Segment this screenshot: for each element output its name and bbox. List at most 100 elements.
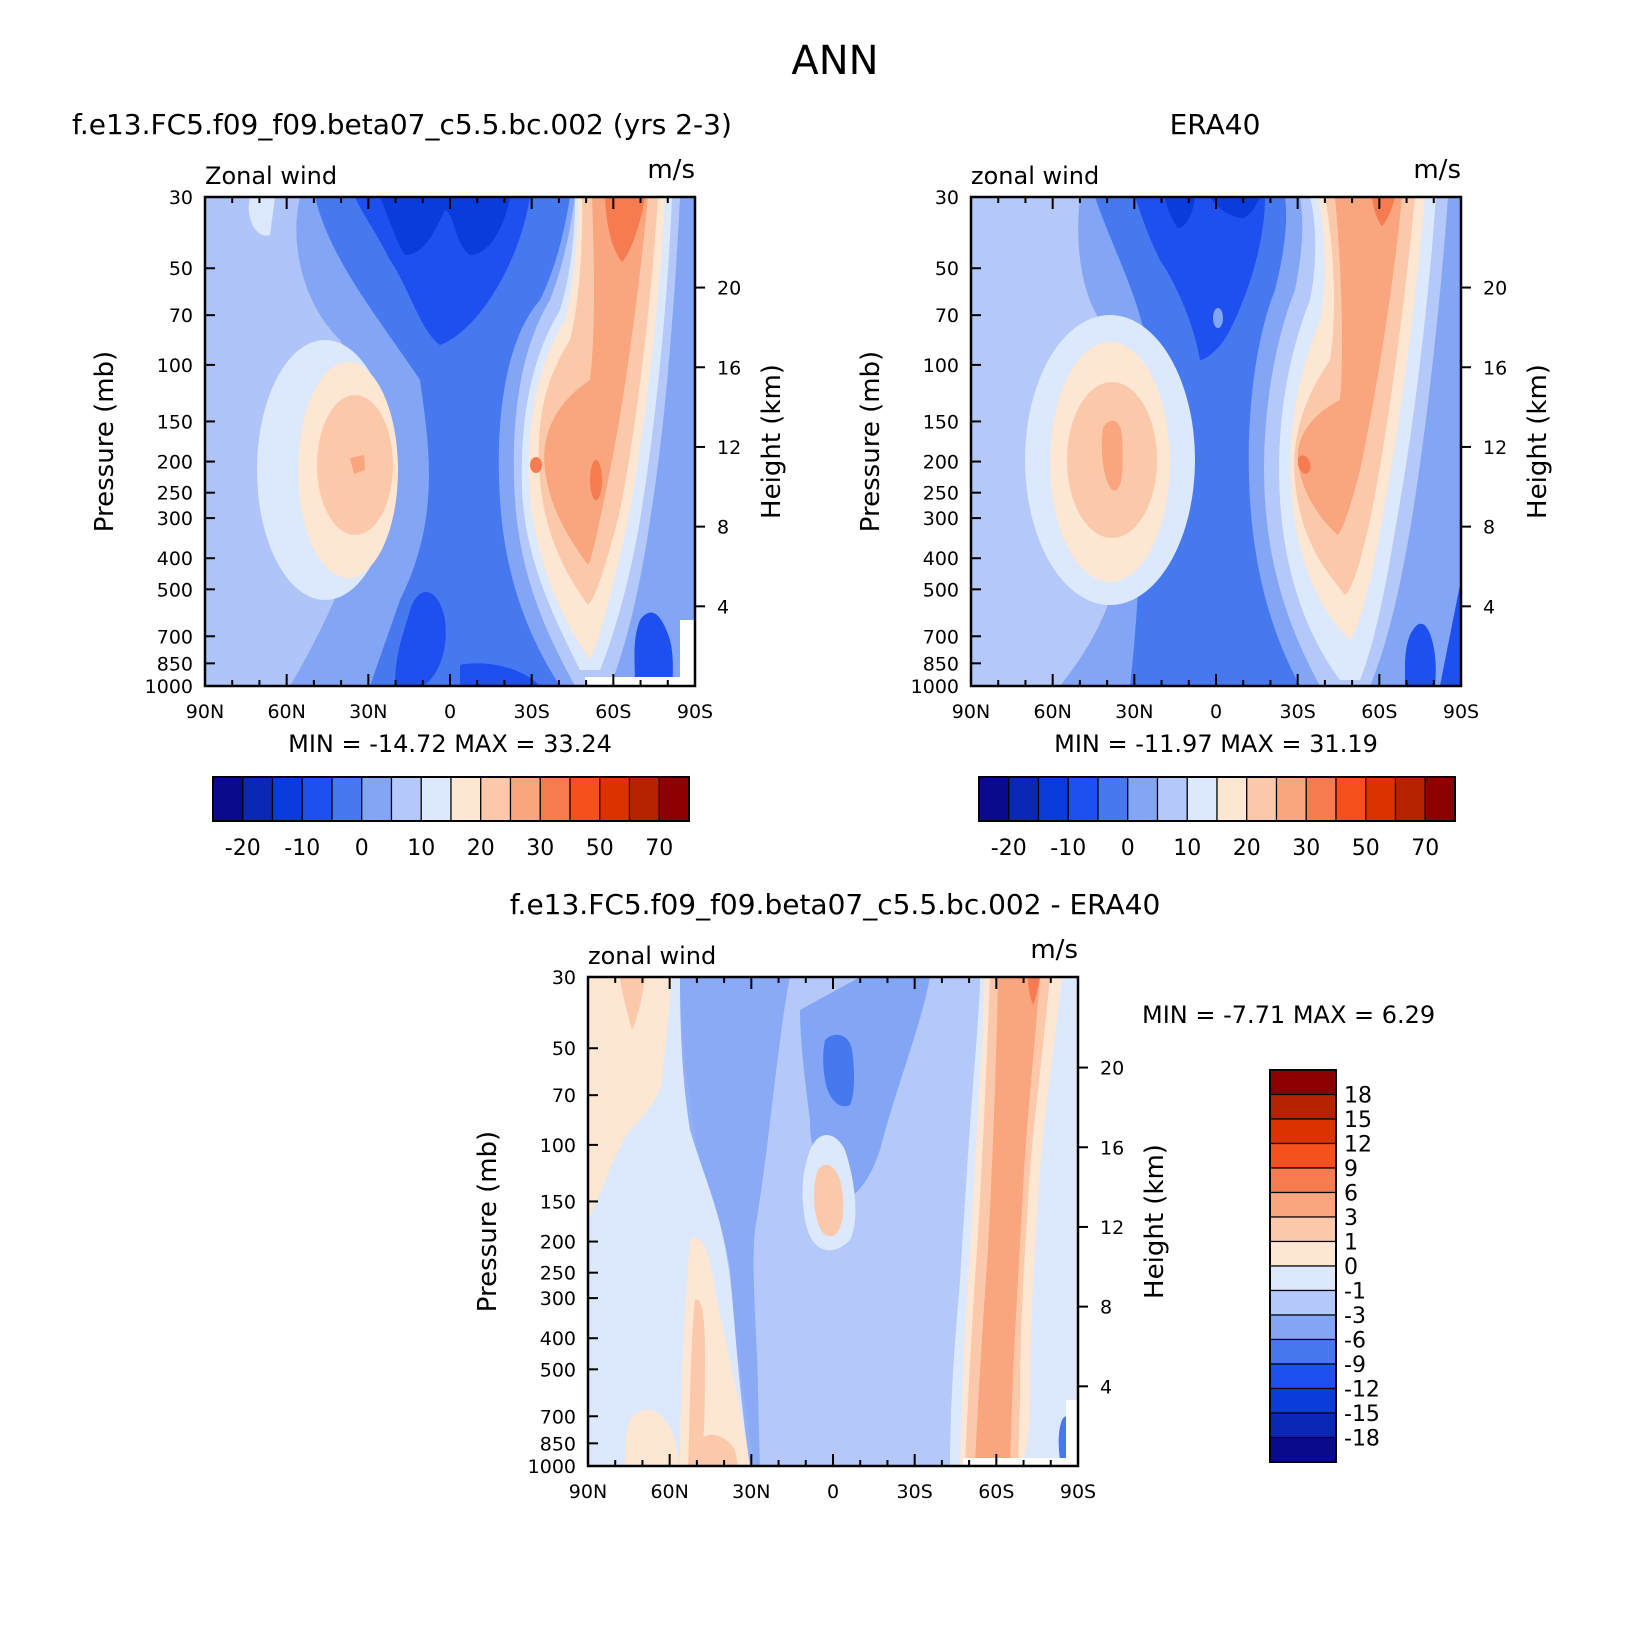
y2-tick-label: 20 <box>717 278 741 300</box>
y2-tick-label: 12 <box>717 437 741 459</box>
colorbar-box <box>1067 776 1099 822</box>
y-tick-label: 700 <box>157 626 193 648</box>
x-tick-label: 90N <box>952 701 990 723</box>
y2-tick-label: 4 <box>717 596 729 618</box>
y-tick-label: 850 <box>540 1433 576 1455</box>
panel-model: f.e13.FC5.f09_f09.beta07_c5.5.bc.002 (yr… <box>72 108 732 758</box>
panel-era40: ERA40 zonal wind m/s MIN <box>969 108 1463 758</box>
colorbar-box <box>1269 1436 1337 1463</box>
y-tick-label: 100 <box>157 355 193 377</box>
colorbar-label: 0 <box>1344 1255 1358 1280</box>
y2-tick-label: 4 <box>1483 596 1495 618</box>
colorbar-box <box>271 776 303 822</box>
colorbar-box <box>569 776 601 822</box>
x-tick-label: 60S <box>1361 701 1397 723</box>
y-tick-label: 1000 <box>911 676 959 698</box>
colorbar-box <box>599 776 631 822</box>
colorbar-label: 12 <box>1344 1133 1372 1158</box>
y-tick-label: 200 <box>157 452 193 474</box>
colorbar-label: -6 <box>1344 1329 1366 1354</box>
contour-field <box>588 977 1078 1466</box>
colorbar-frame <box>978 776 1456 822</box>
x-tick-label: 60S <box>978 1481 1014 1503</box>
y2-tick-label: 8 <box>1100 1297 1112 1319</box>
y-tick-label: 300 <box>923 508 959 530</box>
colorbar-box <box>1008 776 1040 822</box>
colorbar-box <box>1269 1069 1337 1096</box>
colorbar-box <box>1269 1240 1337 1267</box>
panel-stats: MIN = -14.72 MAX = 33.24 <box>288 730 612 758</box>
y-tick-label: 200 <box>540 1232 576 1254</box>
colorbar-box <box>1269 1412 1337 1439</box>
colorbar-label: -20 <box>991 836 1027 861</box>
y2-tick-label: 16 <box>1483 357 1507 379</box>
axes-layer: 305070100150200250300400500700850100090N… <box>90 187 1553 1503</box>
panel-title: f.e13.FC5.f09_f09.beta07_c5.5.bc.002 (yr… <box>72 108 732 141</box>
colorbar-label: -18 <box>1344 1427 1380 1452</box>
panel-units: m/s <box>1030 935 1078 965</box>
y-tick-label: 30 <box>552 967 576 989</box>
colorbar-label: 30 <box>1292 836 1320 861</box>
colorbar-box <box>361 776 393 822</box>
y-tick-label: 50 <box>552 1038 576 1060</box>
y-tick-label: 500 <box>923 579 959 601</box>
colorbar-box <box>1269 1289 1337 1316</box>
colorbar-box <box>978 776 1010 822</box>
panel-title: f.e13.FC5.f09_f09.beta07_c5.5.bc.002 - E… <box>510 888 1161 921</box>
y2-axis-title: Height (km) <box>1140 1144 1170 1299</box>
y-tick-label: 100 <box>923 355 959 377</box>
panel-stats: MIN = -11.97 MAX = 31.19 <box>1054 730 1378 758</box>
colorbar-box <box>1186 776 1218 822</box>
colorbar-label: -1 <box>1344 1280 1366 1305</box>
panel-difference: f.e13.FC5.f09_f09.beta07_c5.5.bc.002 - E… <box>510 888 1435 1468</box>
colorbar-box <box>1335 776 1367 822</box>
colorbar-box <box>1156 776 1188 822</box>
colorbar-label: 50 <box>1352 836 1380 861</box>
y2-axis-title: Height (km) <box>1523 364 1553 519</box>
y2-tick-label: 8 <box>717 517 729 539</box>
x-tick-label: 30S <box>897 1481 933 1503</box>
colorbar-label: 70 <box>1411 836 1439 861</box>
y-tick-label: 200 <box>923 452 959 474</box>
y-tick-label: 250 <box>923 483 959 505</box>
y-tick-label: 100 <box>540 1135 576 1157</box>
colorbar-frame <box>1269 1069 1337 1463</box>
y-tick-label: 850 <box>157 653 193 675</box>
colorbar-box <box>1269 1363 1337 1390</box>
x-tick-label: 30S <box>514 701 550 723</box>
colorbar-box <box>1269 1387 1337 1414</box>
y2-tick-label: 12 <box>1100 1217 1124 1239</box>
y-tick-label: 700 <box>923 626 959 648</box>
panel-units: m/s <box>1413 155 1461 185</box>
y2-tick-label: 4 <box>1100 1376 1112 1398</box>
x-tick-label: 90S <box>677 701 713 723</box>
colorbar-label: -10 <box>284 836 320 861</box>
colorbar-box <box>1269 1093 1337 1120</box>
y-tick-label: 70 <box>552 1085 576 1107</box>
y-tick-label: 70 <box>935 305 959 327</box>
colorbar-box <box>1305 776 1337 822</box>
colorbar-box <box>1127 776 1159 822</box>
colorbar-label: 6 <box>1344 1182 1358 1207</box>
x-tick-label: 90N <box>186 701 224 723</box>
colorbar-box <box>1246 776 1278 822</box>
panel-units: m/s <box>647 155 695 185</box>
panel-stats: MIN = -7.71 MAX = 6.29 <box>1142 1001 1435 1029</box>
y-axis-title: Pressure (mb) <box>473 1131 503 1312</box>
colorbar-label: -10 <box>1050 836 1086 861</box>
colorbar-box <box>1269 1118 1337 1145</box>
colorbar-label: 3 <box>1344 1206 1358 1231</box>
y-tick-label: 150 <box>923 411 959 433</box>
colorbar-box <box>1394 776 1426 822</box>
x-tick-label: 90S <box>1443 701 1479 723</box>
y2-tick-label: 12 <box>1483 437 1507 459</box>
colorbar-box <box>1269 1167 1337 1194</box>
y-tick-label: 400 <box>157 548 193 570</box>
y-tick-label: 700 <box>540 1406 576 1428</box>
x-tick-label: 0 <box>444 701 456 723</box>
y-tick-label: 150 <box>157 411 193 433</box>
colorbar-label: 70 <box>645 836 673 861</box>
colorbar-label: 9 <box>1344 1157 1358 1182</box>
colorbar-box <box>1269 1314 1337 1341</box>
